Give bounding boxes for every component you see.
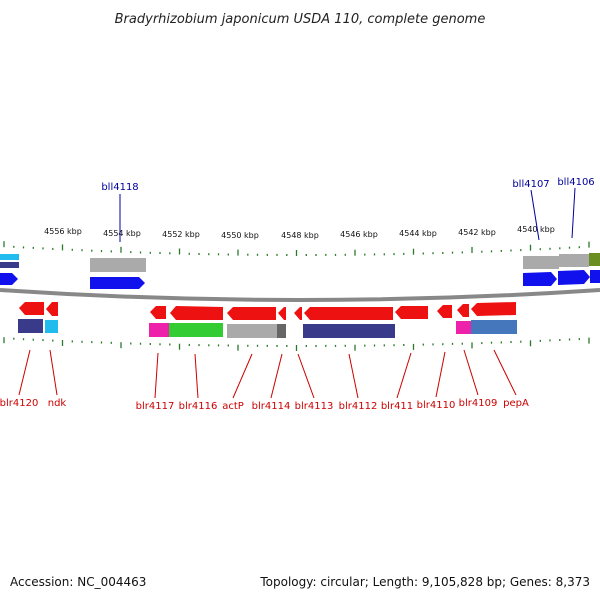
gene-feature (90, 258, 146, 272)
forward-gene-labels: blr4120 ndk blr4117 blr4116 actP blr4114… (0, 349, 529, 412)
map-title: Bradyrhizobium japonicum USDA 110, compl… (115, 12, 486, 27)
scale-label: 4552 kbp (162, 230, 200, 239)
scale-label: 4554 kbp (103, 229, 141, 238)
gene-arrow[interactable] (395, 306, 428, 319)
scale-label: 4542 kbp (458, 228, 496, 237)
gene-label-blr4113[interactable]: blr4113 (295, 401, 334, 412)
scale-label: 4546 kbp (340, 230, 378, 239)
scale-label: 4548 kbp (281, 231, 319, 240)
gene-arrow[interactable] (294, 307, 302, 320)
gene-label-blr4114[interactable]: blr4114 (252, 401, 291, 412)
outer-scale-ticks (3, 241, 590, 256)
label-leader (463, 349, 479, 396)
gene-feature (471, 320, 517, 334)
label-leader (348, 353, 359, 399)
gene-feature (149, 323, 169, 337)
forward-strand-arrows (19, 302, 516, 320)
label-leader (194, 353, 199, 399)
gene-arrow[interactable] (46, 302, 58, 316)
gene-feature (277, 324, 286, 338)
scale-label: 4550 kbp (221, 231, 259, 240)
gene-arrow[interactable] (457, 304, 469, 317)
gene-feature (303, 324, 395, 338)
gene-arrow[interactable] (227, 307, 276, 320)
gene-label-bll4118[interactable]: bll4118 (101, 182, 138, 193)
forward-strand-features (18, 319, 517, 338)
scale-label: 4544 kbp (399, 229, 437, 238)
gene-label-blr4110[interactable]: blr4110 (417, 400, 456, 411)
label-leader (232, 353, 253, 399)
gene-feature (45, 320, 58, 333)
gene-arrow[interactable] (558, 270, 590, 285)
reverse-gene-labels: bll4118 bll4107 bll4106 (101, 177, 595, 242)
gene-arrow[interactable] (90, 277, 145, 289)
gene-label-blr4112[interactable]: blr4112 (339, 401, 378, 412)
genome-summary-text: Topology: circular; Length: 9,105,828 bp… (259, 575, 590, 589)
inner-scale-ticks (3, 337, 590, 351)
label-leader (493, 349, 517, 396)
gene-label-actP[interactable]: actP (222, 401, 244, 412)
gene-label-blr411[interactable]: blr411 (381, 401, 413, 412)
gene-arrow[interactable] (150, 306, 166, 319)
label-leader (530, 189, 540, 241)
genome-backbone (0, 288, 600, 302)
gene-feature (559, 254, 589, 267)
gene-arrow[interactable] (437, 305, 452, 318)
gene-feature (456, 321, 471, 334)
accession-text: Accession: NC_004463 (10, 575, 146, 589)
gene-label-blr4109[interactable]: blr4109 (459, 398, 498, 409)
gene-feature (0, 254, 19, 260)
gene-label-blr4117[interactable]: blr4117 (136, 401, 175, 412)
gene-feature (227, 324, 277, 338)
gene-arrow[interactable] (170, 306, 223, 320)
label-leader (435, 351, 446, 398)
gene-label-bll4106[interactable]: bll4106 (557, 177, 594, 188)
gene-label-pepA[interactable]: pepA (503, 398, 529, 409)
gene-label-ndk[interactable]: ndk (48, 398, 67, 409)
scale-label: 4556 kbp (44, 227, 82, 236)
reverse-strand-features (0, 253, 600, 289)
label-leader (571, 187, 576, 239)
label-leader (270, 353, 283, 399)
gene-arrow[interactable] (0, 273, 18, 285)
gene-feature (0, 262, 19, 268)
gene-feature (589, 253, 600, 266)
label-leader (49, 349, 58, 396)
gene-arrow[interactable] (278, 307, 286, 320)
label-leader (18, 349, 31, 396)
label-leader (396, 352, 412, 399)
label-leader (154, 352, 159, 399)
gene-feature (18, 319, 43, 333)
gene-arrow[interactable] (590, 270, 600, 283)
gene-feature (523, 256, 559, 269)
scale-labels: 4556 kbp 4554 kbp 4552 kbp 4550 kbp 4548… (44, 225, 555, 240)
gene-arrow[interactable] (19, 302, 44, 315)
label-leader (297, 353, 315, 399)
gene-arrow[interactable] (471, 302, 516, 316)
gene-arrow[interactable] (304, 307, 393, 320)
gene-feature (169, 323, 223, 337)
gene-arrow[interactable] (523, 272, 557, 286)
gene-label-blr4120[interactable]: blr4120 (0, 398, 38, 409)
scale-label: 4540 kbp (517, 225, 555, 234)
gene-label-bll4107[interactable]: bll4107 (512, 179, 549, 190)
gene-label-blr4116[interactable]: blr4116 (179, 401, 218, 412)
